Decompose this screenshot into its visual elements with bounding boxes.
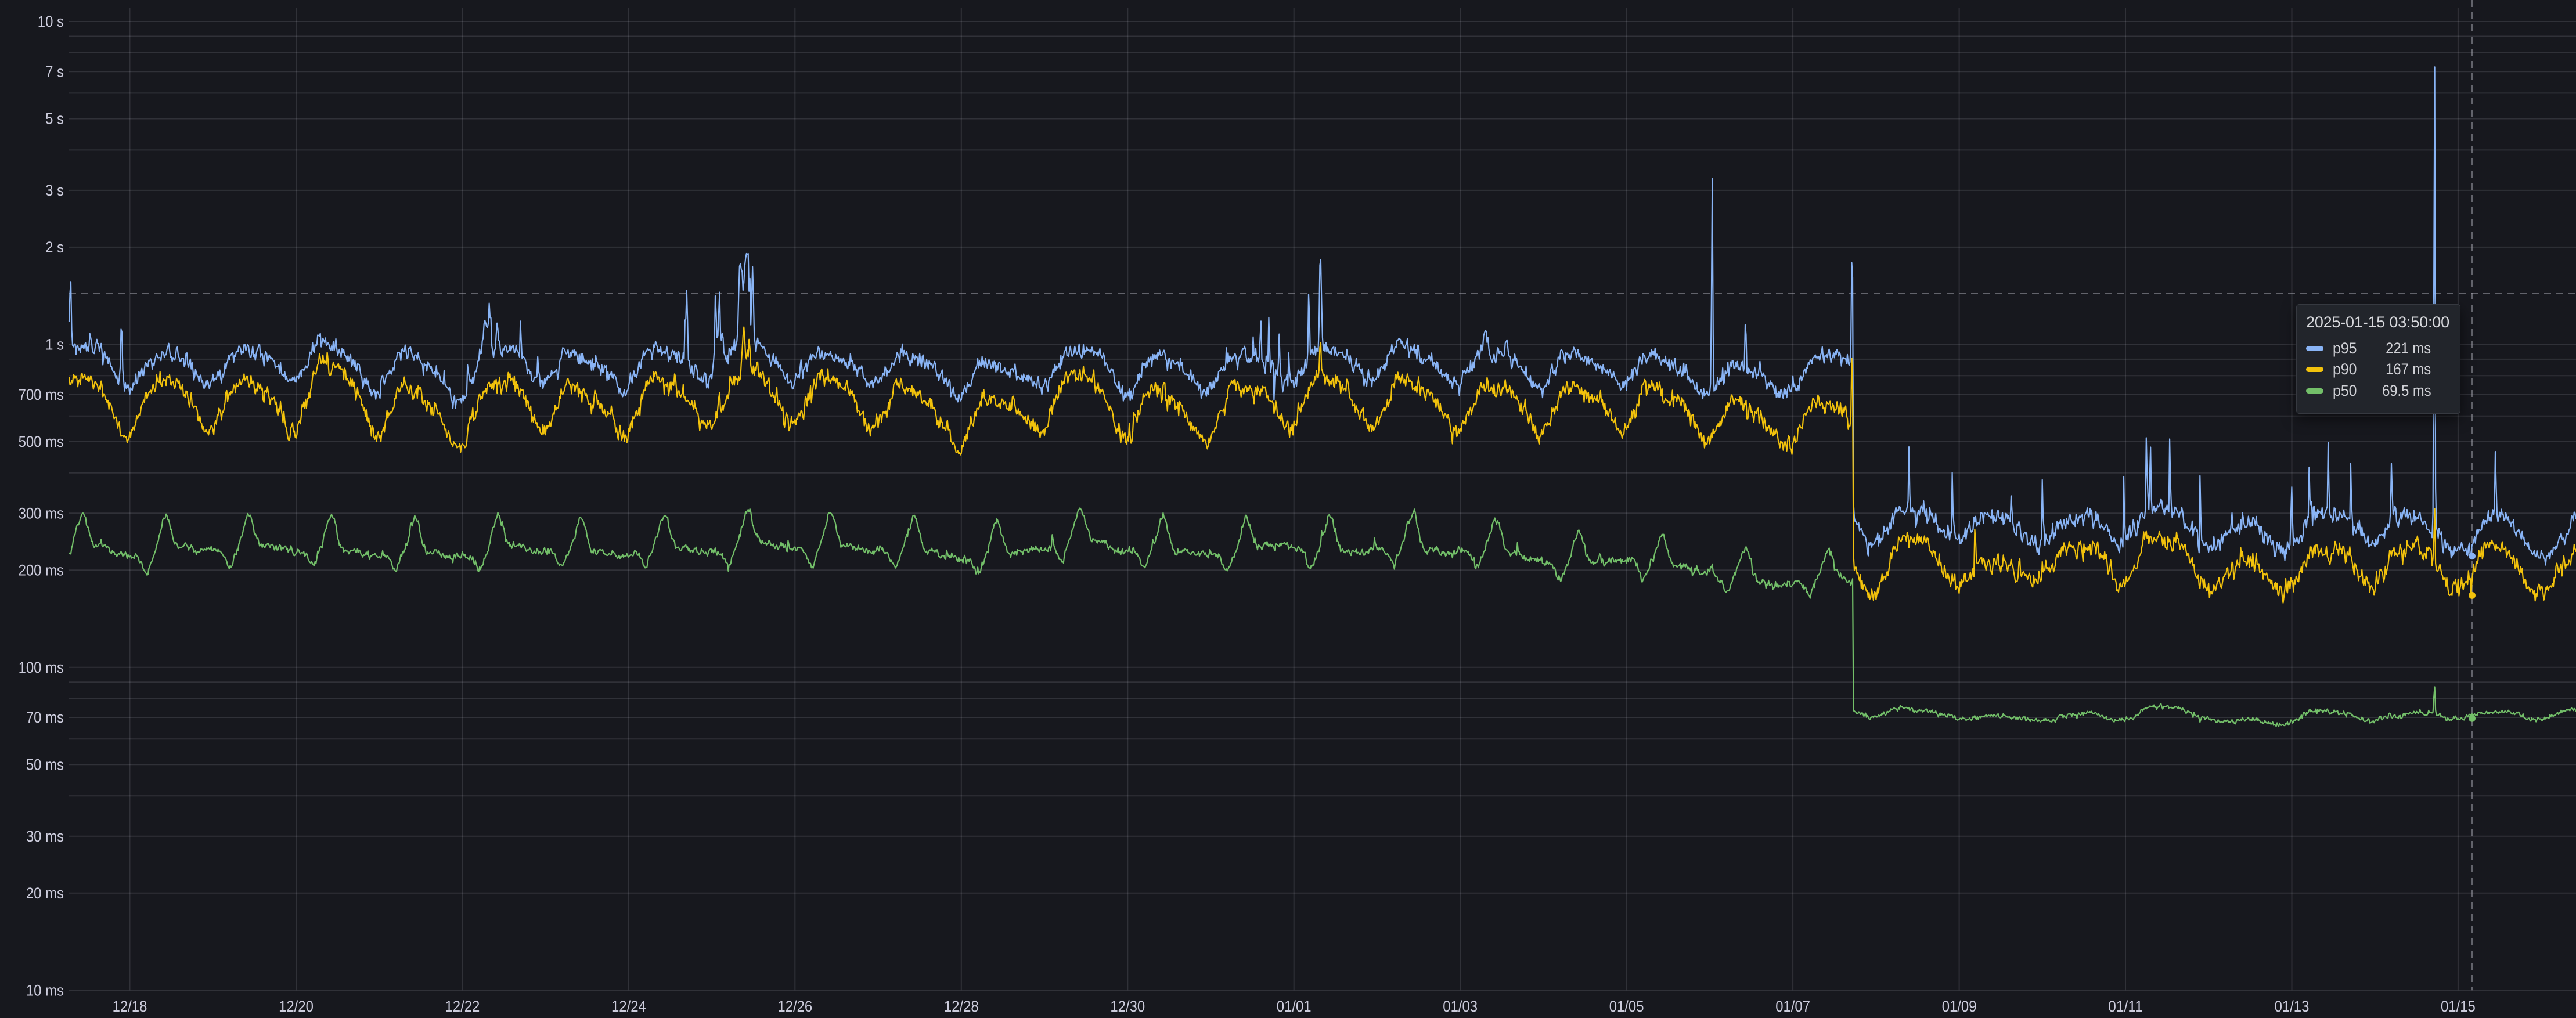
svg-text:01/11: 01/11 <box>2108 998 2143 1015</box>
svg-text:01/05: 01/05 <box>1609 998 1644 1015</box>
svg-text:50 ms: 50 ms <box>26 756 64 774</box>
svg-text:12/28: 12/28 <box>944 998 979 1015</box>
svg-text:300 ms: 300 ms <box>19 505 64 522</box>
svg-text:3 s: 3 s <box>45 182 64 199</box>
svg-text:1 s: 1 s <box>45 336 64 353</box>
svg-text:12/18: 12/18 <box>113 998 147 1015</box>
svg-text:12/20: 12/20 <box>279 998 314 1015</box>
svg-text:200 ms: 200 ms <box>19 562 64 579</box>
svg-text:12/26: 12/26 <box>777 998 812 1015</box>
svg-text:2 s: 2 s <box>45 239 64 256</box>
svg-text:01/09: 01/09 <box>1942 998 1977 1015</box>
svg-text:7 s: 7 s <box>45 63 64 80</box>
svg-text:500 ms: 500 ms <box>19 433 64 450</box>
svg-text:20 ms: 20 ms <box>26 885 64 902</box>
svg-text:12/22: 12/22 <box>445 998 480 1015</box>
svg-text:01/13: 01/13 <box>2275 998 2310 1015</box>
svg-text:30 ms: 30 ms <box>26 828 64 845</box>
svg-text:01/15: 01/15 <box>2441 998 2476 1015</box>
svg-text:12/24: 12/24 <box>611 998 646 1015</box>
svg-text:01/01: 01/01 <box>1277 998 1312 1015</box>
svg-text:01/07: 01/07 <box>1775 998 1810 1015</box>
svg-text:5 s: 5 s <box>45 110 64 128</box>
svg-text:12/30: 12/30 <box>1110 998 1145 1015</box>
svg-text:100 ms: 100 ms <box>19 659 64 676</box>
svg-text:700 ms: 700 ms <box>19 386 64 403</box>
svg-text:10 s: 10 s <box>38 13 64 30</box>
svg-text:01/03: 01/03 <box>1443 998 1478 1015</box>
svg-text:10 ms: 10 ms <box>26 981 64 999</box>
svg-text:70 ms: 70 ms <box>26 709 64 726</box>
